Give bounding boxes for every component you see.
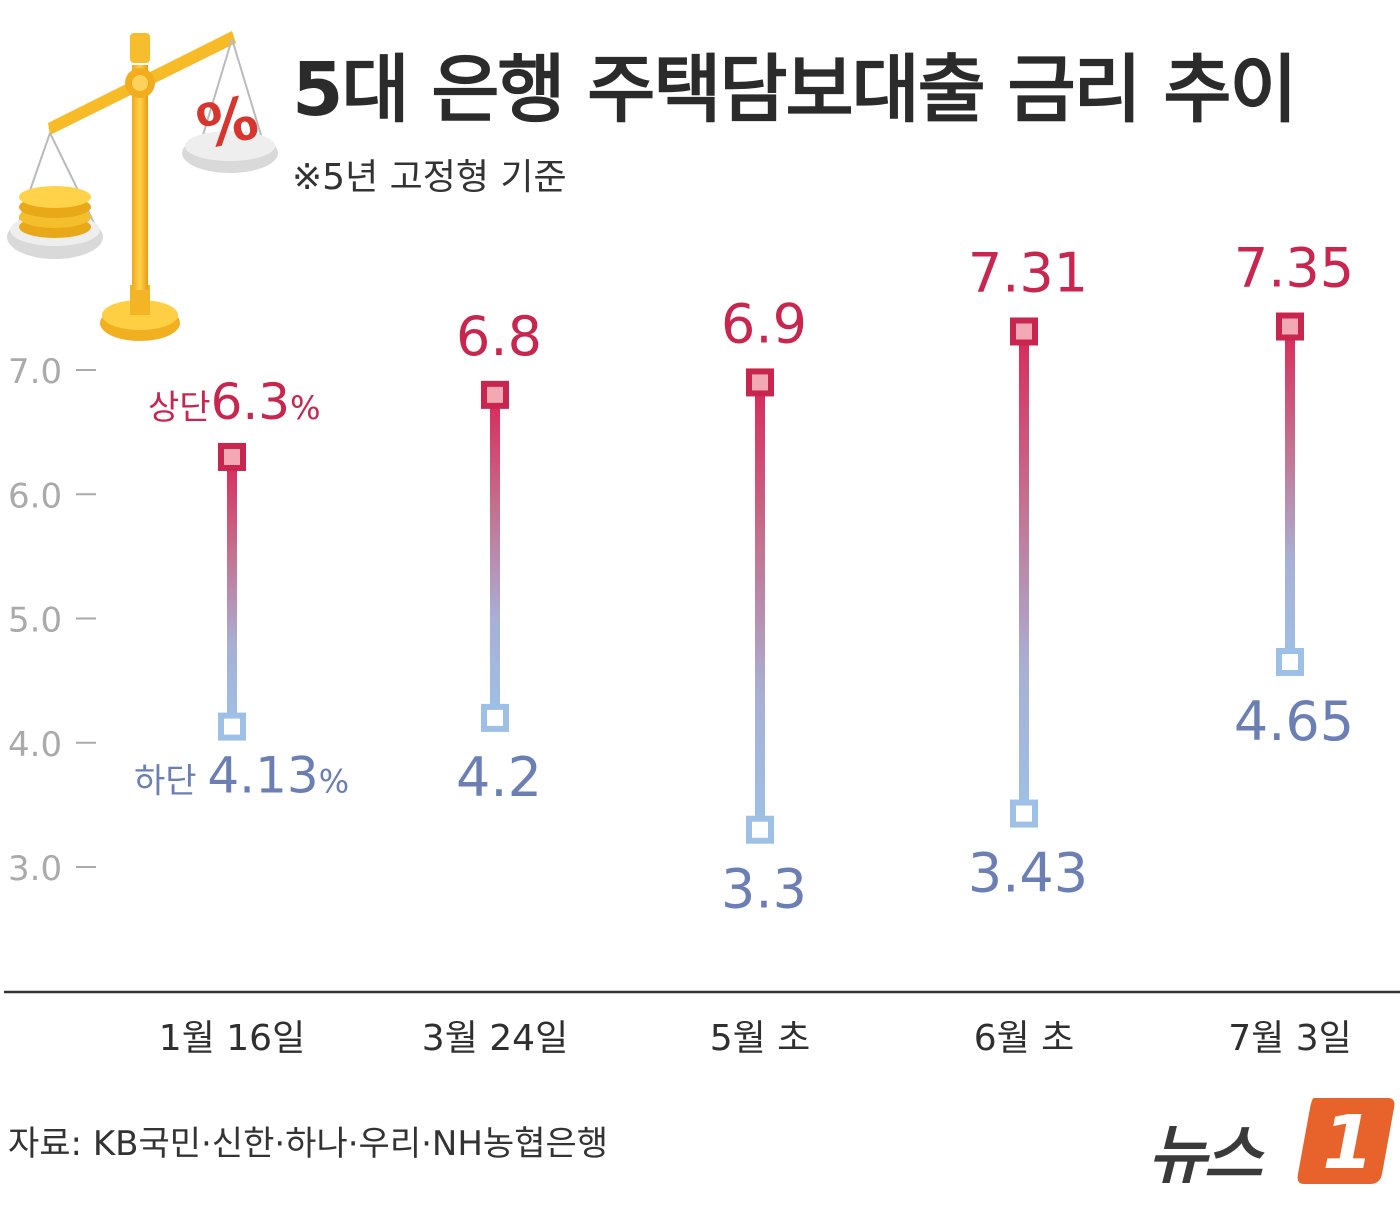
lower-marker (746, 815, 774, 844)
x-tick-label: 3월 24일 (422, 1018, 568, 1059)
upper-value-label: 6.9 (721, 292, 807, 355)
upper-prefix: 상단 (148, 388, 211, 428)
chart-subtitle: ※5년 고정형 기준 (292, 157, 567, 198)
logo-text: 뉴스 (1148, 1119, 1263, 1193)
x-tick-label: 6월 초 (974, 1018, 1075, 1059)
x-tick-label: 1월 16일 (159, 1018, 305, 1059)
range-chart: 7.0 6.0 5.0 4.0 3.0 1월 16일 3월 24일 5월 초 6월 초 7월 3일… (4, 237, 1400, 1059)
source-note: 자료: KB국민·신한·하나·우리·NH농협은행 (8, 1124, 609, 1164)
svg-text:%: % (191, 83, 264, 164)
range-stem (1019, 331, 1029, 814)
lower-marker (218, 712, 246, 741)
range-stem (1285, 326, 1295, 662)
x-tick-label: 7월 3일 (1228, 1018, 1352, 1059)
y-tick-label: 4.0 (8, 725, 62, 765)
y-tick-label: 6.0 (8, 476, 62, 516)
upper-value-label: 6.8 (456, 305, 542, 368)
y-tick-label: 3.0 (8, 849, 62, 889)
lower-marker (1010, 799, 1038, 828)
lower-value-label: 3.3 (721, 858, 807, 921)
balance-scale-icon: % (7, 31, 278, 341)
lower-value-label: 4.2 (456, 746, 542, 809)
y-tick-label: 7.0 (8, 352, 62, 392)
upper-value: 6.3 (211, 373, 291, 431)
upper-marker (1276, 312, 1304, 341)
range-stem (490, 394, 500, 718)
lower-marker (481, 703, 509, 732)
upper-marker (746, 368, 774, 397)
lower-value-label: 하단 4.13% (134, 747, 349, 805)
lower-marker (1276, 647, 1304, 676)
upper-value-label: 7.31 (968, 241, 1088, 304)
x-tick-label: 5월 초 (710, 1018, 811, 1059)
logo-badge-icon: 1 (1297, 1098, 1395, 1186)
news1-logo: 뉴스 1 (1148, 1092, 1400, 1193)
chart-title: 5대 은행 주택담보대출 금리 추이 (292, 47, 1298, 133)
lower-prefix: 하단 (134, 762, 207, 802)
unit-label: % (290, 389, 320, 427)
upper-value-label: 상단6.3% (148, 373, 321, 431)
upper-marker (218, 442, 246, 471)
upper-value-label: 7.35 (1234, 237, 1354, 300)
range-stem (755, 382, 765, 830)
range-stem (227, 456, 237, 727)
logo-badge-number: 1 (1322, 1100, 1374, 1186)
upper-marker (1010, 317, 1038, 346)
upper-marker (481, 380, 509, 409)
unit-label: % (319, 763, 349, 801)
lower-value-label: 4.65 (1234, 690, 1354, 753)
lower-value-label: 3.43 (968, 842, 1088, 905)
lower-value: 4.13 (207, 747, 318, 805)
y-tick-label: 5.0 (8, 601, 62, 641)
